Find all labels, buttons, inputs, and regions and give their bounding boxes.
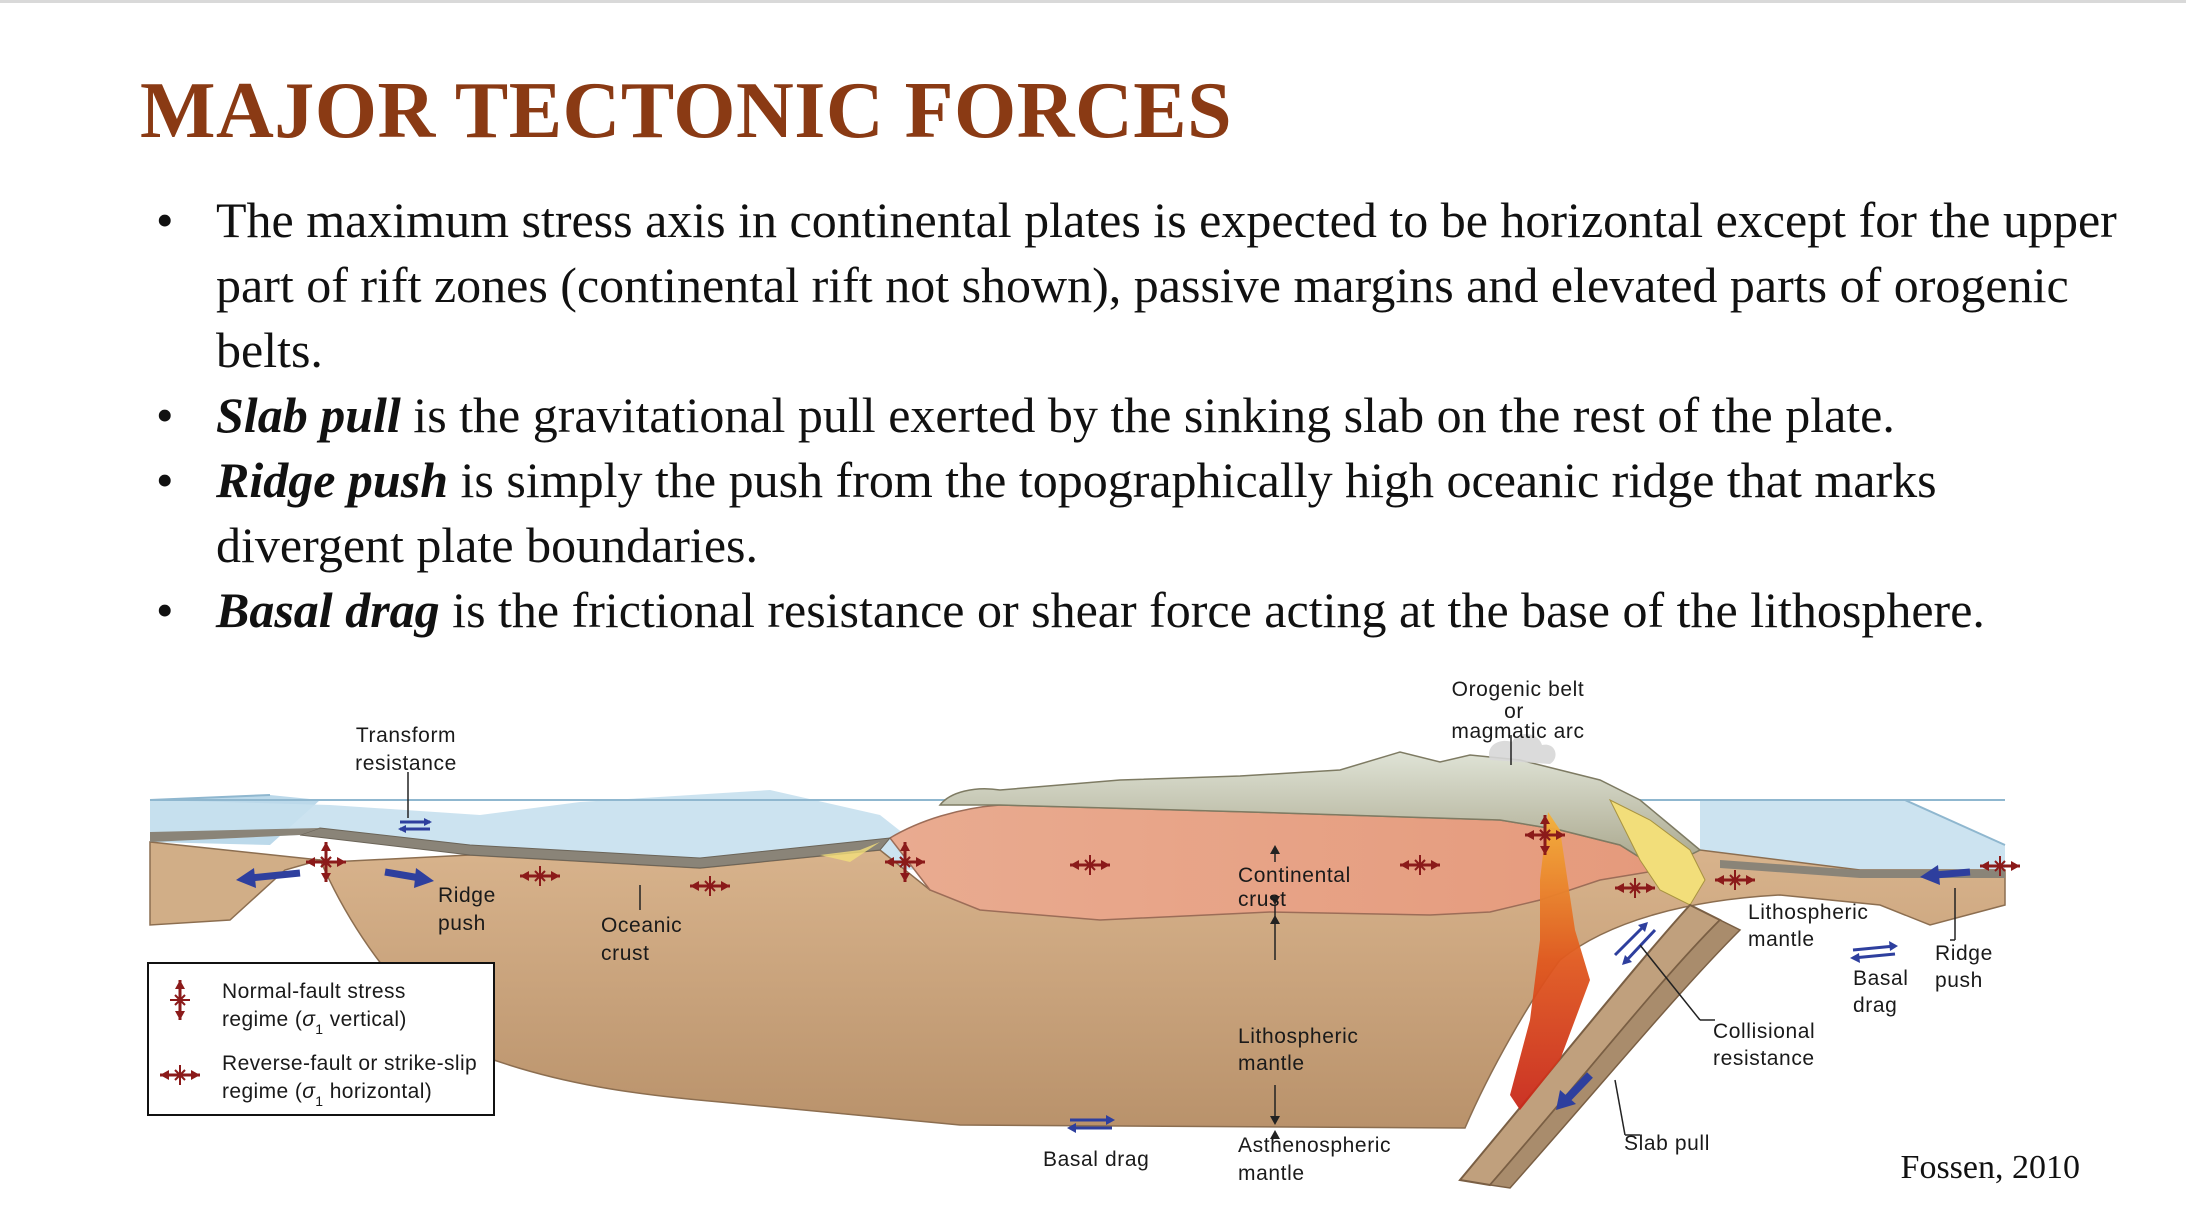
label-collisional-resistance: resistance — [1713, 1047, 1815, 1070]
ridge-push-arrow — [384, 868, 434, 888]
label-oceanic-crust: Oceanic — [601, 914, 682, 937]
bullet-text: is the gravitational pull exerted by the… — [400, 387, 1895, 443]
bullet-item: Slab pull is the gravitational pull exer… — [150, 383, 2130, 448]
bullet-term: Ridge push — [216, 452, 449, 508]
label-orogenic-belt: Orogenic belt — [1452, 678, 1585, 701]
accretionary-wedge — [1608, 798, 1706, 906]
ridge-push-arrow — [236, 868, 301, 888]
bullet-term: Slab pull — [216, 387, 401, 443]
bullet-list: The maximum stress axis in continental p… — [150, 188, 2130, 643]
label-continental-crust: crust — [1238, 888, 1287, 911]
label-ridge-push-left: Ridge — [438, 884, 496, 907]
label-basal-drag-right: drag — [1853, 994, 1897, 1017]
legend-normal-fault-detail: regime (σ1 vertical) — [222, 1008, 407, 1037]
bullet-text: is simply the push from the topographica… — [216, 452, 1937, 573]
bullet-item: Ridge push is simply the push from the t… — [150, 448, 2130, 578]
legend-normal-fault: Normal-fault stress — [222, 980, 406, 1003]
magma-plume — [1510, 812, 1590, 1110]
label-continental-crust: Continental — [1238, 864, 1351, 887]
label-lithospheric-mantle-center: Lithospheric — [1238, 1025, 1358, 1048]
legend-reverse-fault-detail: regime (σ1 horizontal) — [222, 1080, 432, 1109]
label-asthenospheric-mantle: mantle — [1238, 1162, 1305, 1185]
label-basal-drag-center: Basal drag — [1043, 1148, 1149, 1171]
label-lithospheric-mantle-center: mantle — [1238, 1052, 1305, 1075]
ocean-water-top — [150, 790, 950, 870]
orogenic-belt-mountains — [938, 751, 1702, 871]
label-slab-pull: Slab pull — [1624, 1132, 1710, 1155]
ocean-water-right — [1700, 800, 2005, 870]
label-ridge-push-right: Ridge — [1935, 942, 1993, 965]
label-lithospheric-mantle-right: Lithospheric — [1748, 901, 1868, 924]
label-oceanic-crust: crust — [601, 942, 650, 965]
bullet-item: The maximum stress axis in continental p… — [150, 188, 2130, 383]
bullet-text: The maximum stress axis in continental p… — [216, 192, 2117, 378]
label-ridge-push-right: push — [1935, 969, 1983, 992]
basal-drag-arrows — [1067, 1115, 1115, 1133]
label-collisional-resistance: Collisional — [1713, 1020, 1815, 1043]
label-transform-resistance: Transform — [356, 724, 456, 747]
oceanic-crust-strip — [299, 827, 892, 869]
label-asthenospheric-mantle: Asthenospheric — [1238, 1134, 1391, 1157]
label-orogenic-belt: magmatic arc — [1451, 720, 1584, 743]
label-lithospheric-mantle-right: mantle — [1748, 928, 1815, 951]
label-orogenic-belt: or — [1504, 700, 1524, 723]
transform-resistance-arrows — [398, 818, 432, 833]
legend-box: Normal-fault stress regime (σ1 vertical)… — [147, 962, 495, 1116]
label-basal-drag-right: Basal — [1853, 967, 1909, 990]
basal-drag-arrows — [1850, 941, 1898, 963]
bullet-item: Basal drag is the frictional resistance … — [150, 578, 2130, 643]
slab-pull-arrow — [1556, 1072, 1593, 1110]
bullet-text: is the frictional resistance or shear fo… — [439, 582, 1985, 638]
ridge-push-arrow — [1920, 865, 1971, 885]
bullet-term: Basal drag — [216, 582, 440, 638]
volcano-cloud — [1489, 734, 1556, 764]
slide-title: MAJOR TECTONIC FORCES — [140, 67, 1233, 155]
leader-lines — [407, 735, 1956, 1136]
label-transform-resistance: resistance — [355, 752, 457, 775]
legend-reverse-fault: Reverse-fault or strike-slip — [222, 1052, 477, 1075]
lithosphere-front-face — [149, 841, 321, 926]
top-border-line — [0, 0, 2186, 3]
label-ridge-push-left: push — [438, 912, 486, 935]
source-credit: Fossen, 2010 — [1901, 1149, 2080, 1186]
